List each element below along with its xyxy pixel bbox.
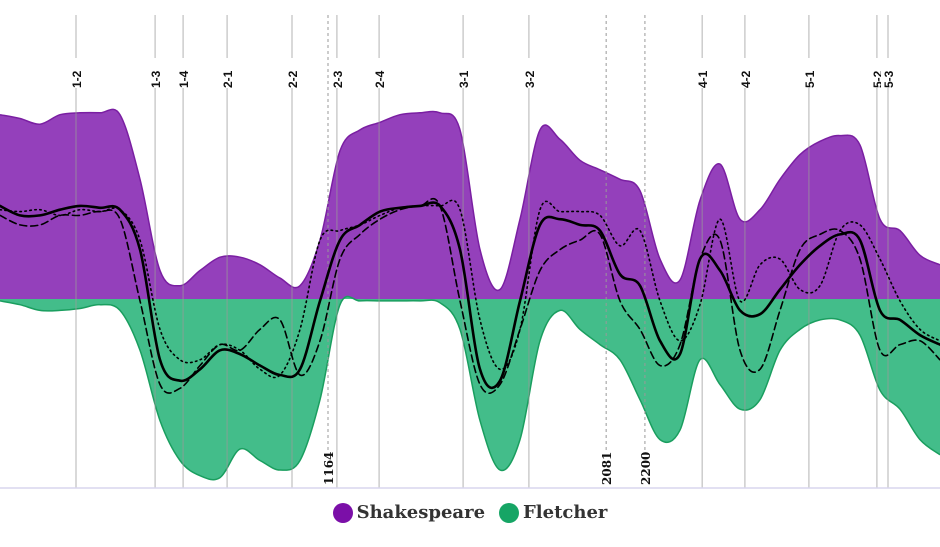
line-number-label: 2200	[639, 452, 653, 485]
act-label-bg	[148, 58, 163, 88]
act-label-bg	[176, 58, 191, 88]
legend-label-fletcher: Fletcher	[523, 502, 608, 523]
legend-item-shakespeare[interactable]: Shakespeare	[332, 502, 486, 523]
act-label-bg	[220, 58, 235, 88]
line-number-label: 2081	[600, 452, 614, 485]
act-scene-label: 2-1	[221, 70, 235, 88]
fletcher-swatch	[499, 502, 520, 523]
fletcher-area	[0, 296, 940, 480]
act-scene-label: 5-1	[803, 70, 817, 88]
authorship-chart: 1-2 1-3 1-4 2-1 2-2 2-3 2-4 3-1 3-2 4-1 4-2 5-1 5-25…	[0, 15, 940, 489]
act-scene-label: 2-2	[286, 70, 300, 88]
legend-label-shakespeare: Shakespeare	[356, 502, 486, 523]
act-scene-label: 3-1	[457, 70, 471, 88]
act-scene-label: 2-3	[331, 70, 345, 88]
legend: Shakespeare Fletcher	[0, 502, 940, 523]
act-label-bg	[521, 58, 536, 88]
act-label-bg	[881, 58, 895, 88]
fletcher-area-edge	[0, 295, 940, 481]
act-scene-label: 4-1	[696, 70, 710, 88]
dashed-line	[0, 197, 940, 394]
line-number-label: 1164	[322, 452, 336, 485]
solid-line	[0, 201, 940, 390]
act-label-bg	[695, 58, 710, 88]
act-scene-label: 2-4	[373, 70, 387, 88]
act-label-bg	[329, 58, 344, 88]
act-label-bg	[456, 58, 471, 88]
act-label-bg	[69, 58, 83, 88]
act-label-bg	[801, 58, 816, 88]
act-scene-label: 1-4	[177, 70, 191, 88]
shakespeare-area-edge	[0, 108, 940, 292]
act-label-bg	[737, 58, 752, 88]
act-label-bg	[869, 58, 884, 88]
act-scene-label: 3-2	[523, 70, 537, 88]
act-scene-label: 4-2	[739, 70, 753, 88]
act-scene-label: 1-2	[70, 70, 84, 88]
shakespeare-swatch	[332, 502, 353, 523]
legend-item-fletcher[interactable]: Fletcher	[499, 502, 607, 523]
dotted-line	[0, 199, 940, 379]
act-scene-label: 5-3	[882, 70, 896, 88]
act-label-bg	[285, 58, 299, 88]
shakespeare-area	[0, 109, 940, 299]
act-label-bg	[372, 58, 387, 88]
act-scene-label: 1-3	[149, 70, 163, 88]
